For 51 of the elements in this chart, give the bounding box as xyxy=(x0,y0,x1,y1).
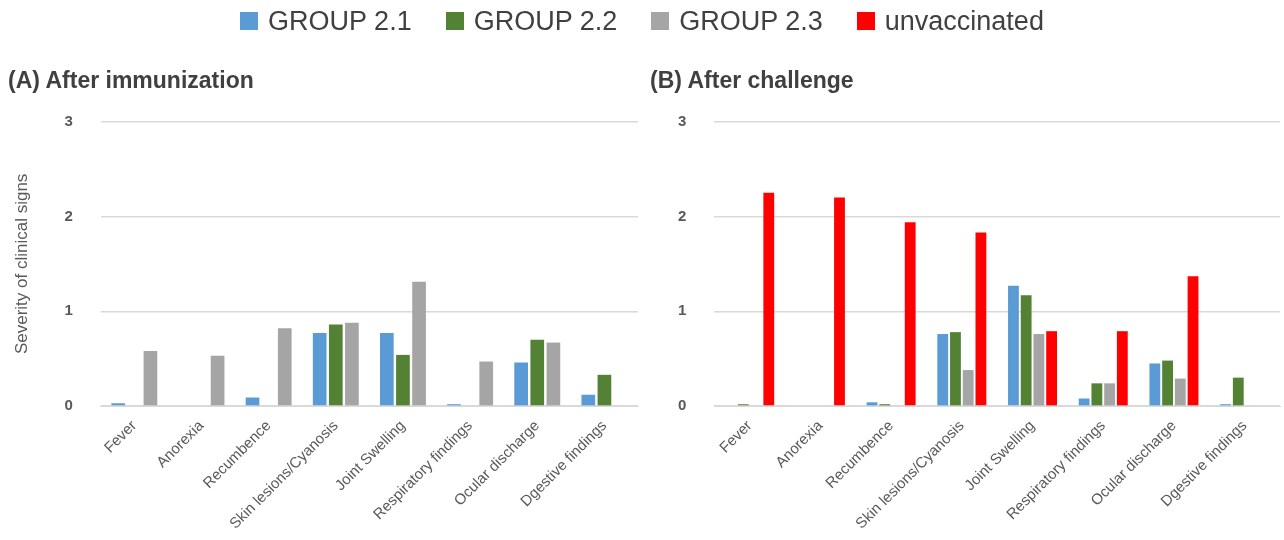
bar xyxy=(975,232,987,406)
legend-label: unvaccinated xyxy=(883,6,1044,37)
bar xyxy=(210,355,225,406)
bar xyxy=(1020,295,1032,406)
bar xyxy=(904,222,916,406)
bar xyxy=(763,192,775,406)
y-axis-title: Severity of clinical signs xyxy=(11,173,31,355)
bar xyxy=(1187,276,1199,406)
bar xyxy=(1149,363,1161,406)
bar xyxy=(834,197,845,406)
bar xyxy=(312,333,327,406)
bar xyxy=(1033,334,1045,406)
bar xyxy=(1116,331,1128,406)
bar xyxy=(530,339,545,406)
legend-label: GROUP 2.2 xyxy=(472,6,618,37)
bar xyxy=(1232,377,1244,406)
bar xyxy=(396,354,410,406)
bar xyxy=(962,370,974,406)
bar xyxy=(546,342,561,406)
legend-label: GROUP 2.1 xyxy=(267,6,412,37)
y-tick-label: 3 xyxy=(64,111,73,129)
bar xyxy=(328,324,343,406)
chart-title: (B) After challenge xyxy=(650,67,854,94)
y-tick-label: 0 xyxy=(64,396,73,414)
bar xyxy=(1104,383,1116,406)
y-tick-label: 1 xyxy=(64,301,73,319)
bar xyxy=(479,361,494,406)
y-tick-label: 1 xyxy=(678,301,687,319)
bar xyxy=(1091,383,1103,406)
bar xyxy=(111,403,126,406)
bar xyxy=(866,402,878,406)
y-tick-label: 2 xyxy=(678,206,687,224)
legend-label: GROUP 2.3 xyxy=(678,6,823,37)
bar xyxy=(277,328,292,406)
bar xyxy=(1046,331,1058,406)
bar xyxy=(581,394,596,406)
y-tick-label: 0 xyxy=(678,396,687,414)
bar xyxy=(950,332,961,406)
bar xyxy=(1162,360,1173,406)
bar xyxy=(937,334,949,406)
y-tick-label: 2 xyxy=(64,206,73,224)
bar xyxy=(1174,378,1186,406)
bar xyxy=(345,322,359,406)
bar xyxy=(1008,285,1019,406)
y-tick-label: 3 xyxy=(678,111,687,129)
bar xyxy=(379,333,394,406)
bar xyxy=(597,374,612,406)
bar xyxy=(514,362,528,406)
chart-title: (A) After immunization xyxy=(8,67,254,94)
bar xyxy=(412,281,426,406)
bar xyxy=(143,351,158,406)
